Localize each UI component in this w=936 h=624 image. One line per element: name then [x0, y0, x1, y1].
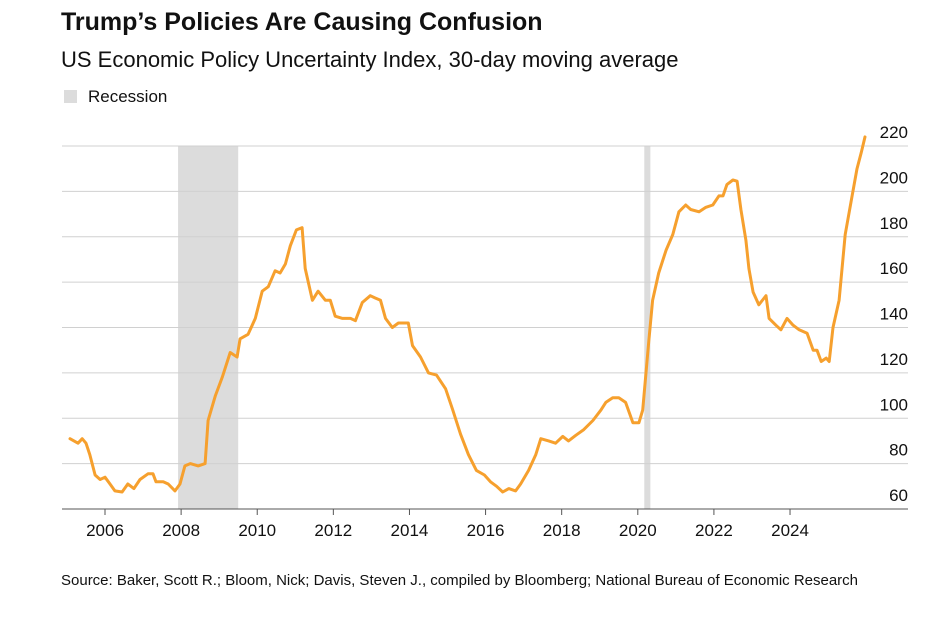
y-tick-label: 180 [880, 214, 908, 233]
x-tick-label: 2008 [162, 521, 200, 540]
y-tick-label: 120 [880, 350, 908, 369]
line-series [68, 135, 867, 494]
x-tick-label: 2020 [619, 521, 657, 540]
x-tick-label: 2010 [238, 521, 276, 540]
chart: Trump’s Policies Are Causing Confusion U… [61, 8, 908, 540]
chart-subtitle: US Economic Policy Uncertainty Index, 30… [61, 47, 679, 72]
y-tick-label: 160 [880, 259, 908, 278]
x-tick-label: 2014 [391, 521, 429, 540]
chart-title: Trump’s Policies Are Causing Confusion [61, 8, 543, 36]
legend-swatch [64, 90, 77, 103]
x-tick-label: 2016 [467, 521, 505, 540]
y-tick-label: 100 [880, 395, 908, 414]
x-tick-label: 2024 [771, 521, 809, 540]
legend-label: Recession [88, 87, 167, 106]
y-tick-label: 200 [880, 168, 908, 187]
x-tick-label: 2006 [86, 521, 124, 540]
y-tick-label: 60 [889, 486, 908, 505]
x-tick-label: 2022 [695, 521, 733, 540]
y-tick-label: 140 [880, 305, 908, 324]
x-tick-label: 2012 [314, 521, 352, 540]
y-tick-label: 80 [889, 441, 908, 460]
source-note: Source: Baker, Scott R.; Bloom, Nick; Da… [61, 572, 859, 589]
y-tick-label: 220 [880, 123, 908, 142]
x-tick-label: 2018 [543, 521, 581, 540]
